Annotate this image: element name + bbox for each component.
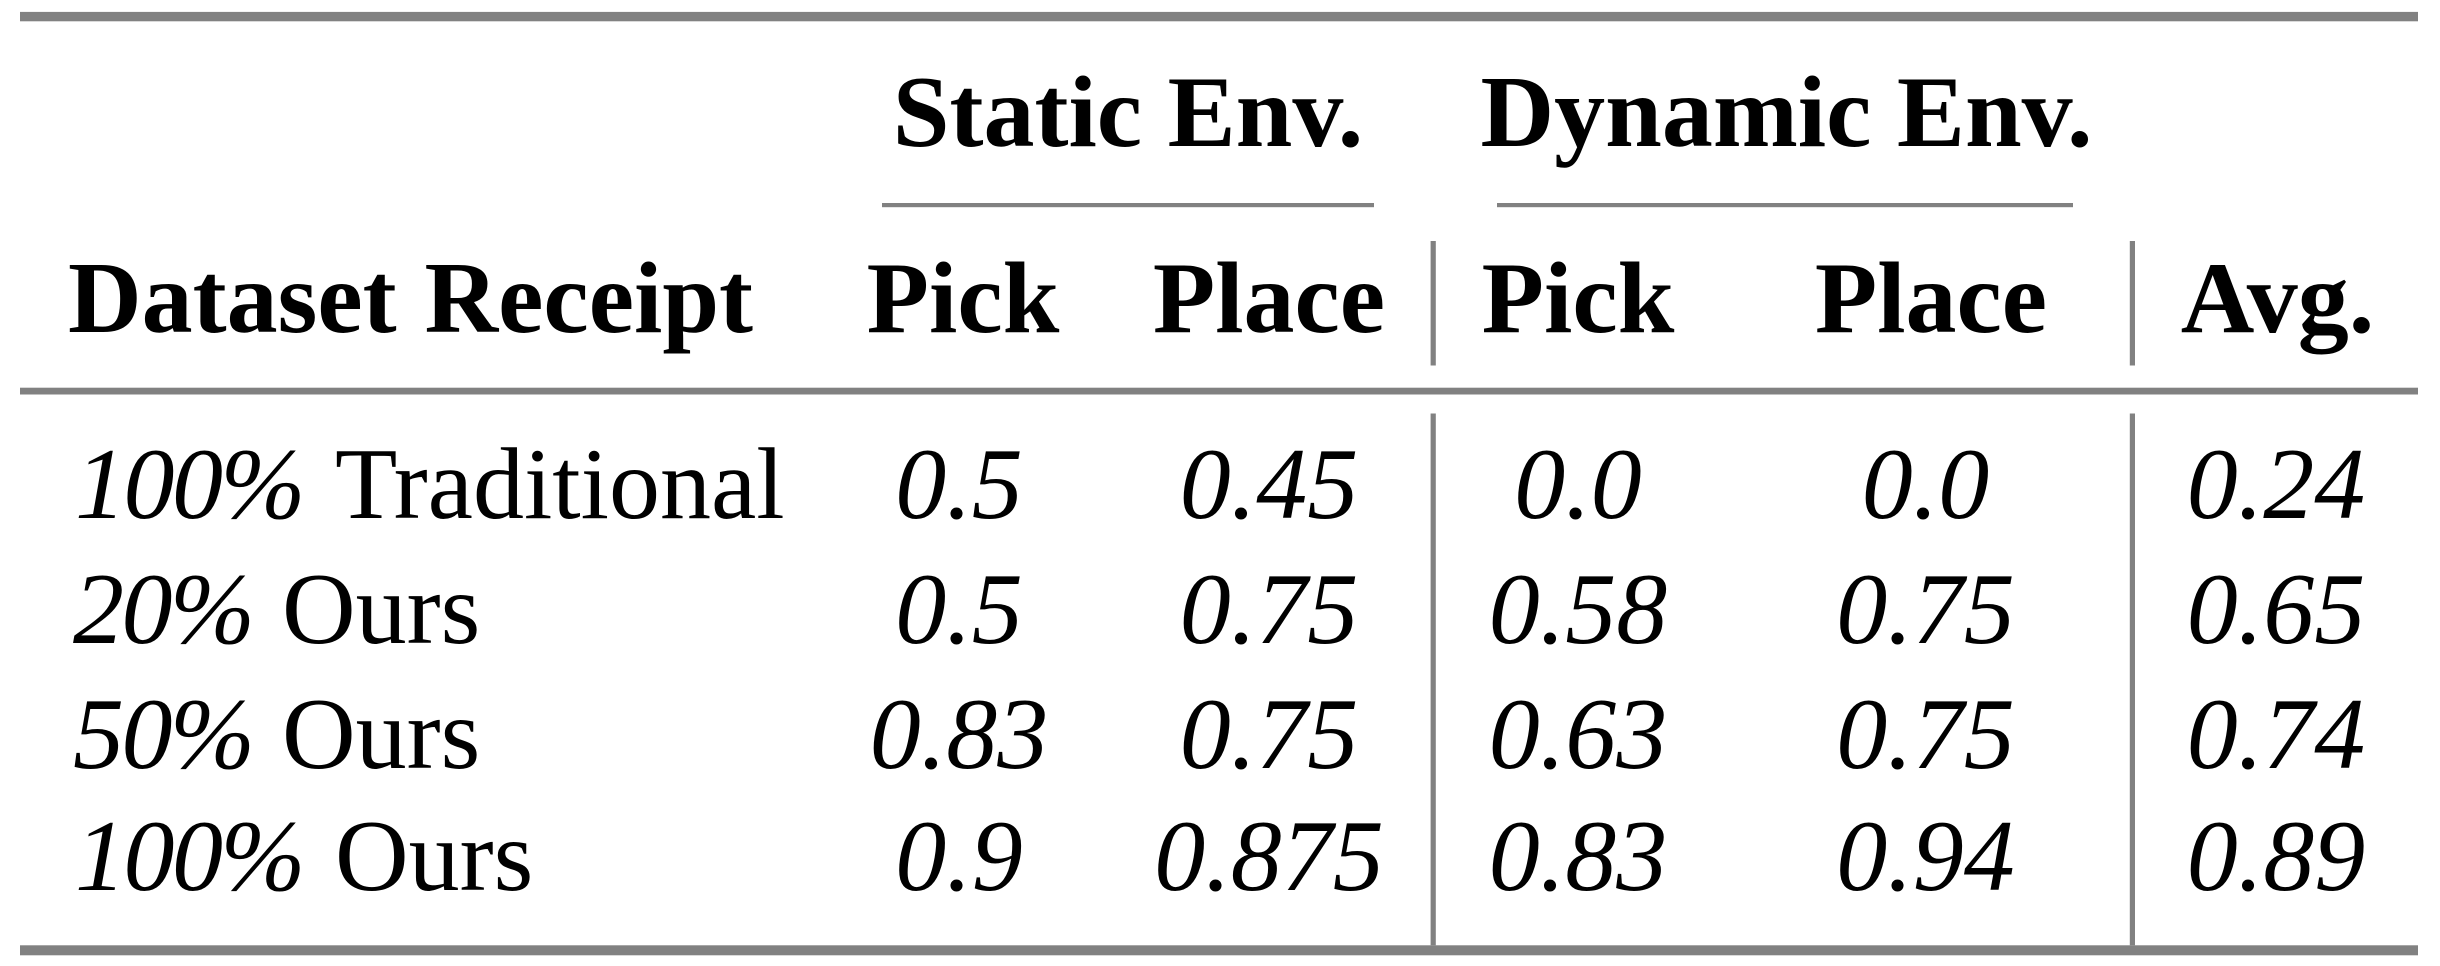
svg-text:0.83: 0.83 (1489, 800, 1668, 913)
svg-text:Ours: Ours (335, 800, 533, 913)
svg-text:0.89: 0.89 (2187, 800, 2366, 913)
svg-text:Pick: Pick (1482, 242, 1675, 355)
svg-text:Pick: Pick (867, 242, 1060, 355)
svg-text:100%: 100% (75, 428, 303, 541)
svg-text:0.65: 0.65 (2187, 553, 2366, 666)
svg-text:0.0: 0.0 (1514, 428, 1642, 541)
svg-text:0.75: 0.75 (1180, 553, 1359, 666)
svg-text:0.24: 0.24 (2187, 428, 2366, 541)
svg-text:0.75: 0.75 (1836, 553, 2015, 666)
svg-text:0.5: 0.5 (895, 553, 1023, 666)
svg-text:0.75: 0.75 (1180, 678, 1359, 791)
svg-text:0.94: 0.94 (1836, 800, 2015, 913)
svg-text:Avg.: Avg. (2181, 242, 2375, 355)
svg-text:Ours: Ours (282, 553, 480, 666)
svg-text:Ours: Ours (282, 678, 480, 791)
svg-text:0.63: 0.63 (1489, 678, 1668, 791)
svg-text:Dynamic Env.: Dynamic Env. (1480, 56, 2092, 169)
svg-text:0.83: 0.83 (870, 678, 1049, 791)
svg-text:0.74: 0.74 (2187, 678, 2366, 791)
svg-text:0.75: 0.75 (1836, 678, 2015, 791)
svg-text:0.875: 0.875 (1154, 800, 1384, 913)
svg-text:Traditional: Traditional (335, 428, 785, 541)
svg-text:Place: Place (1815, 242, 2047, 355)
svg-text:0.5: 0.5 (895, 428, 1023, 541)
svg-text:Dataset: Dataset (68, 242, 397, 355)
svg-text:20%: 20% (73, 553, 252, 666)
svg-text:Place: Place (1153, 242, 1385, 355)
svg-text:0.58: 0.58 (1489, 553, 1668, 666)
svg-text:0.9: 0.9 (895, 800, 1023, 913)
svg-text:50%: 50% (73, 678, 252, 791)
svg-text:Receipt: Receipt (425, 242, 754, 355)
svg-text:0.45: 0.45 (1180, 428, 1359, 541)
svg-text:Static Env.: Static Env. (893, 56, 1363, 169)
svg-text:100%: 100% (75, 800, 303, 913)
svg-text:0.0: 0.0 (1862, 428, 1990, 541)
